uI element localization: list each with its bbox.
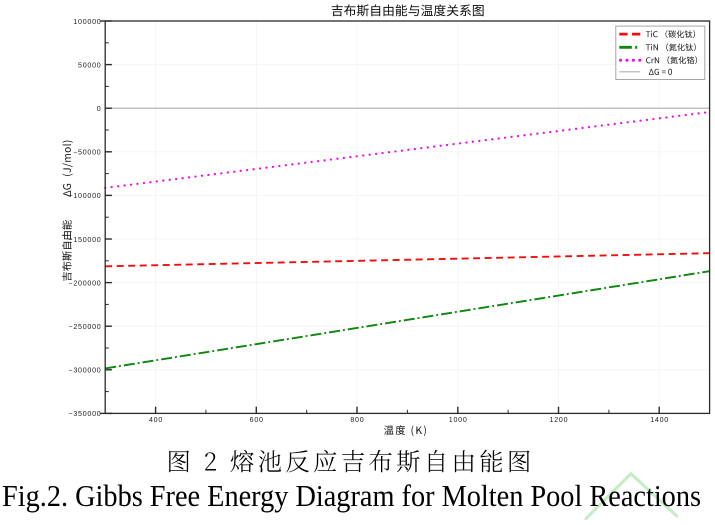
svg-text:−150000: −150000	[68, 236, 101, 244]
svg-text:−50000: −50000	[73, 149, 101, 157]
svg-text:−350000: −350000	[68, 410, 101, 418]
svg-text:−100000: −100000	[68, 192, 101, 200]
svg-text:100000: 100000	[73, 18, 101, 26]
svg-text:400: 400	[149, 416, 163, 424]
svg-text:Fig.2. Gibbs Free Energy Diagr: Fig.2. Gibbs Free Energy Diagram for Mol…	[2, 478, 701, 513]
svg-text:50000: 50000	[78, 61, 101, 69]
svg-text:0: 0	[97, 105, 102, 113]
svg-text:1000: 1000	[449, 416, 468, 424]
svg-text:1400: 1400	[650, 416, 669, 424]
svg-text:600: 600	[250, 416, 264, 424]
svg-text:−200000: −200000	[68, 279, 101, 287]
svg-text:800: 800	[350, 416, 364, 424]
svg-text:1200: 1200	[550, 416, 569, 424]
svg-text:−300000: −300000	[68, 367, 101, 375]
svg-text:−250000: −250000	[68, 323, 101, 331]
